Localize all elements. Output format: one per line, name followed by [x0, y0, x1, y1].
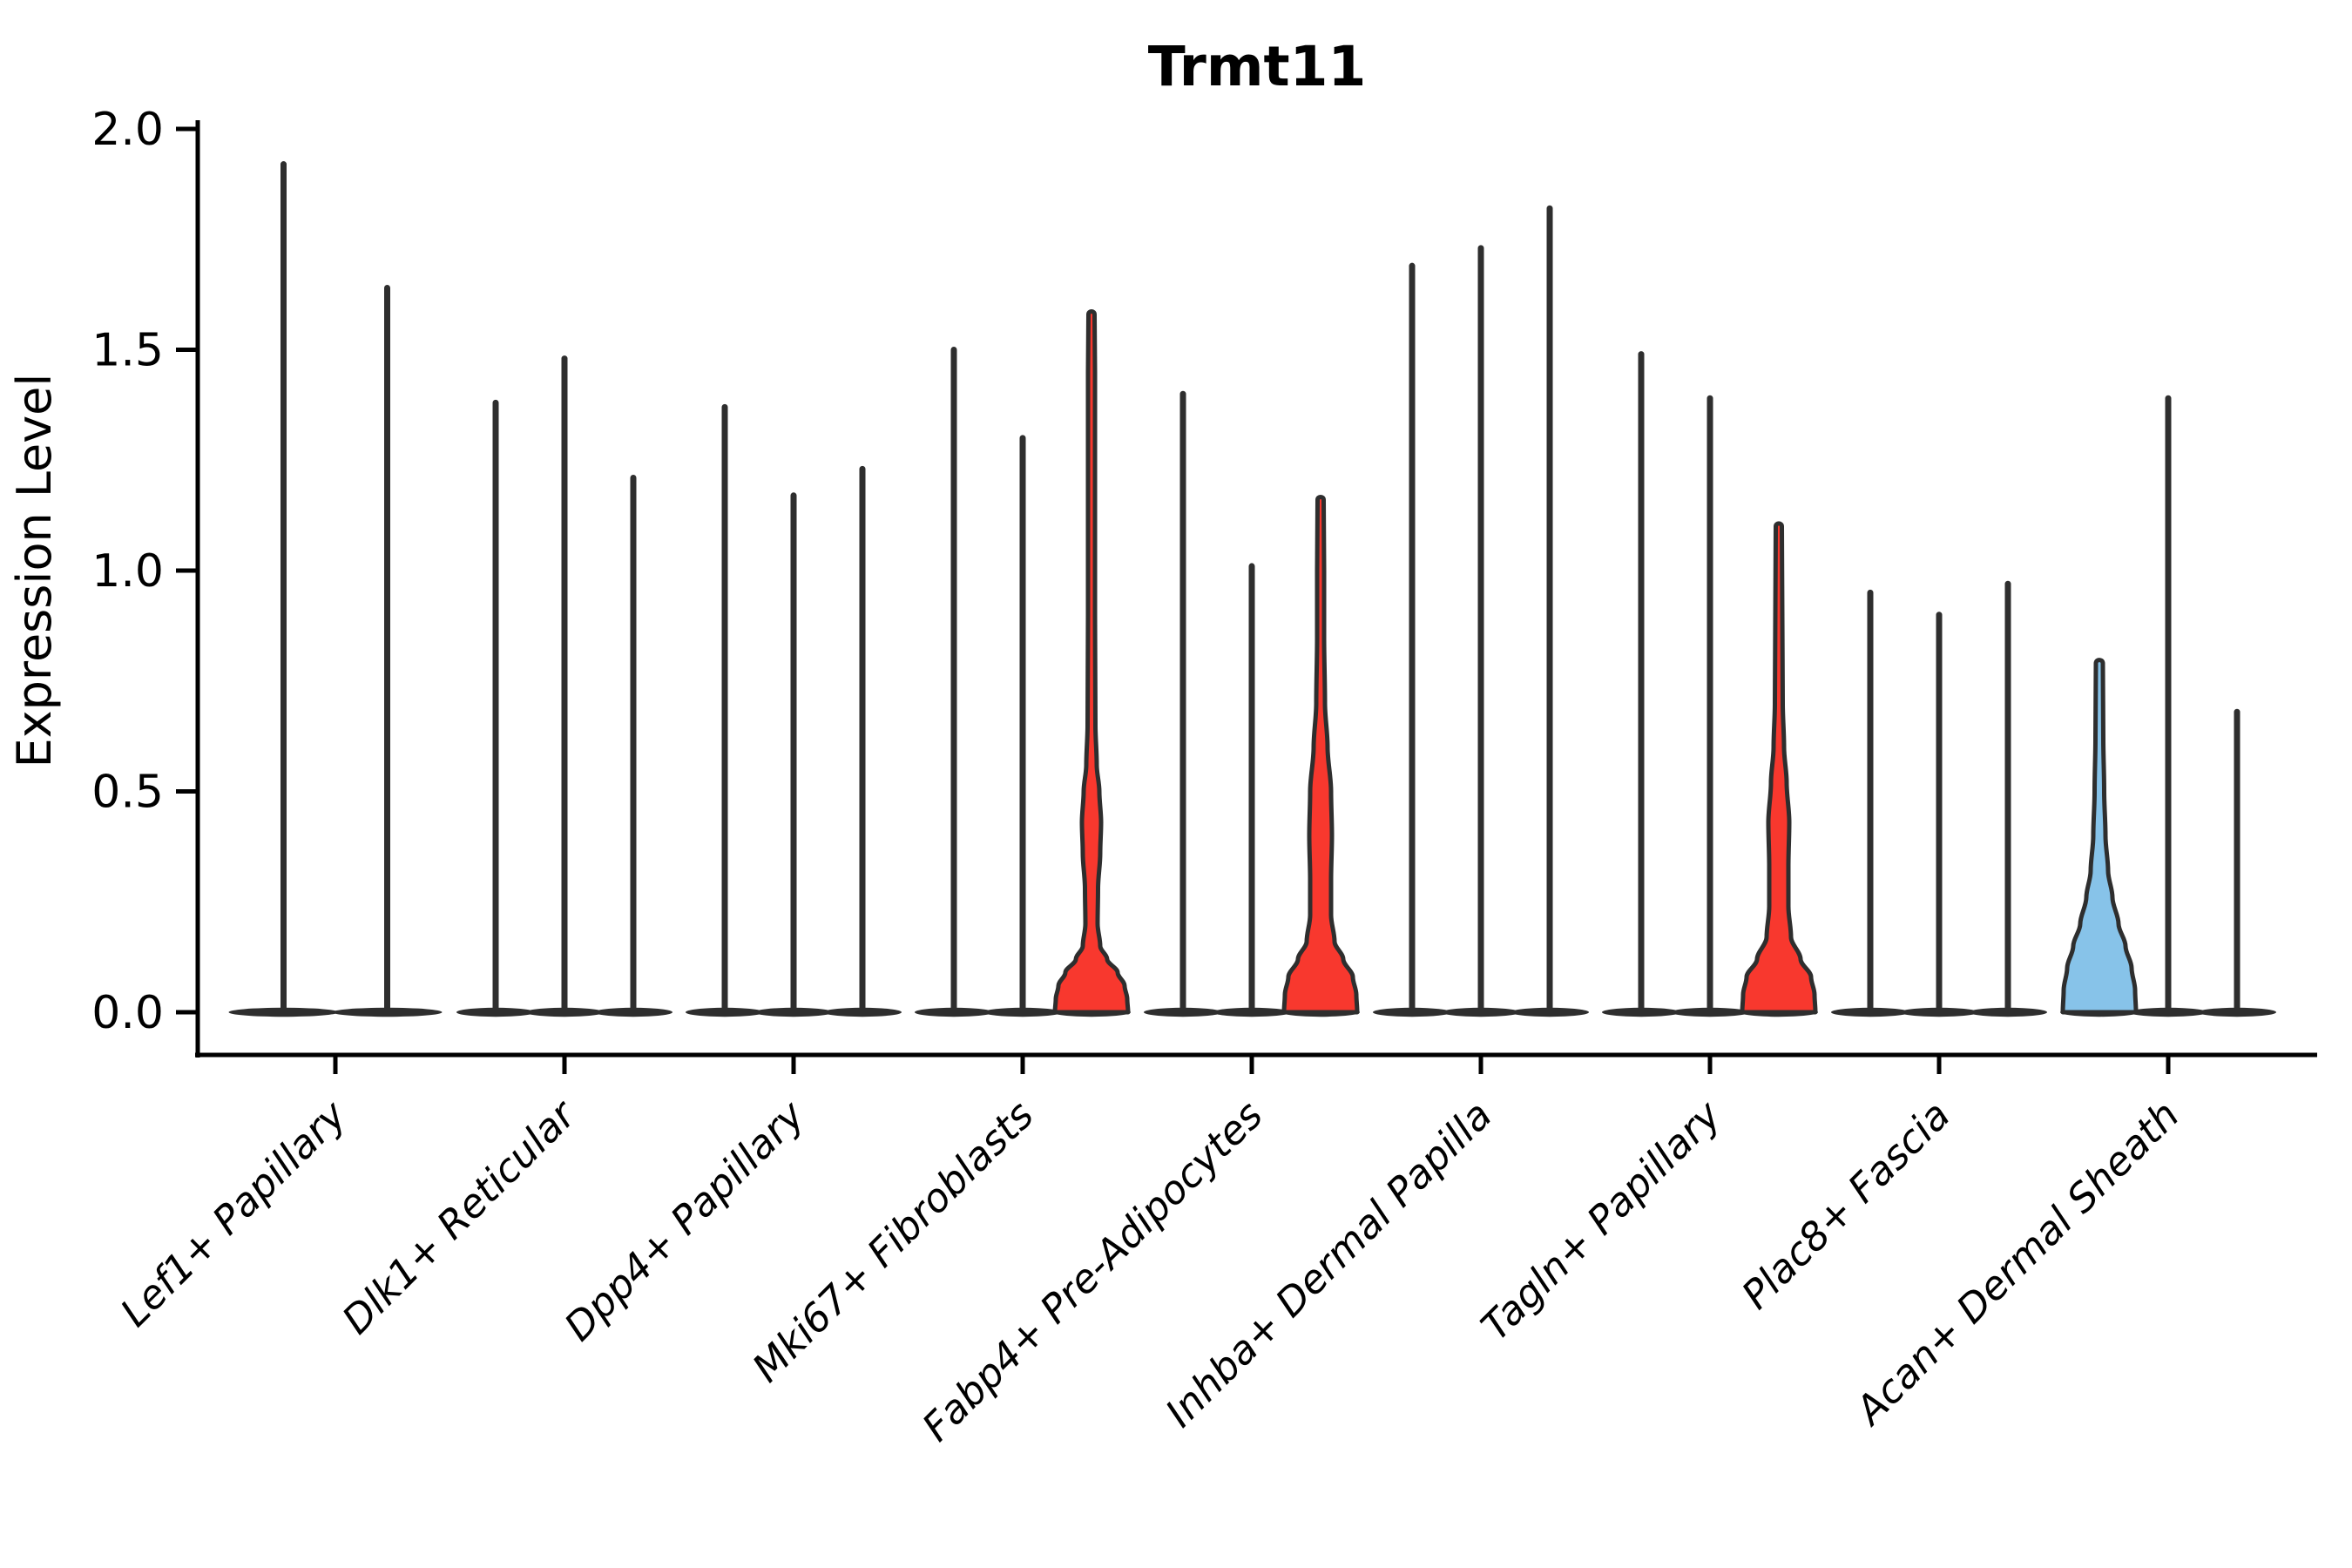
x-tick-label: Tagln+ Papillary — [1472, 1091, 1731, 1349]
violin-body-red — [1281, 495, 1360, 1015]
chart-title: Trmt11 — [1148, 35, 1367, 98]
y-tick-label: 2.0 — [91, 104, 164, 156]
x-tick-label: Lef1+ Papillary — [112, 1091, 356, 1335]
x-tick-label: Dpp4+ Papillary — [556, 1091, 814, 1349]
x-tick-label: Dlk1+ Reticular — [333, 1091, 585, 1343]
y-tick-label: 1.0 — [91, 545, 164, 598]
y-tick-label: 1.5 — [91, 325, 164, 377]
y-tick-label: 0.0 — [91, 987, 164, 1039]
y-axis-label: Expression Level — [7, 374, 62, 768]
violin-body-blue — [2060, 658, 2139, 1015]
y-tick-label: 0.5 — [91, 767, 164, 819]
x-tick-label: Plac8+ Fascia — [1733, 1092, 1959, 1318]
violin-body-red — [1052, 309, 1131, 1015]
violin-body-red — [1740, 521, 1818, 1015]
